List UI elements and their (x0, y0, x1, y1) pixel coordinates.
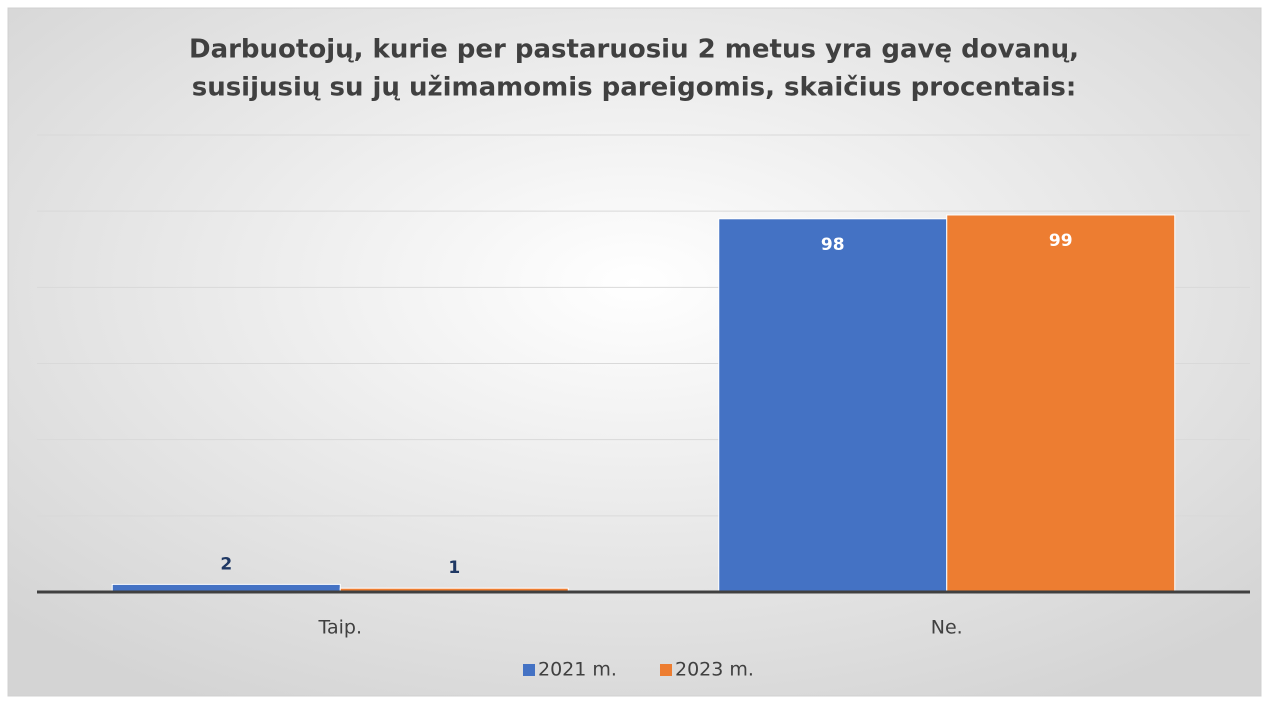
legend-swatch (523, 664, 535, 676)
legend-label: 2023 m. (675, 659, 754, 681)
data-label: 98 (821, 235, 845, 255)
x-tick-label: Ne. (931, 617, 963, 639)
data-label: 2 (220, 554, 232, 574)
x-tick-label: Taip. (318, 617, 362, 639)
data-label: 1 (448, 558, 460, 578)
data-label: 99 (1049, 231, 1073, 251)
bar (718, 218, 948, 593)
chart-title: Darbuotojų, kurie per pastaruosiu 2 metu… (189, 35, 1079, 65)
chart-title: susijusių su jų užimamomis pareigomis, s… (192, 73, 1077, 103)
legend-swatch (660, 664, 672, 676)
bar (946, 214, 1176, 593)
legend-label: 2021 m. (538, 659, 617, 681)
